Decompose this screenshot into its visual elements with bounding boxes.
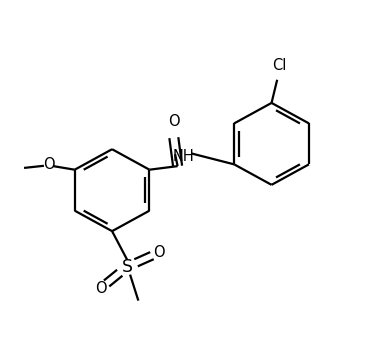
- Text: O: O: [168, 114, 180, 129]
- Text: S: S: [122, 258, 133, 276]
- Text: Cl: Cl: [272, 59, 286, 73]
- Text: O: O: [95, 281, 107, 296]
- Text: O: O: [153, 245, 165, 260]
- Text: O: O: [43, 157, 54, 172]
- Text: NH: NH: [172, 149, 194, 164]
